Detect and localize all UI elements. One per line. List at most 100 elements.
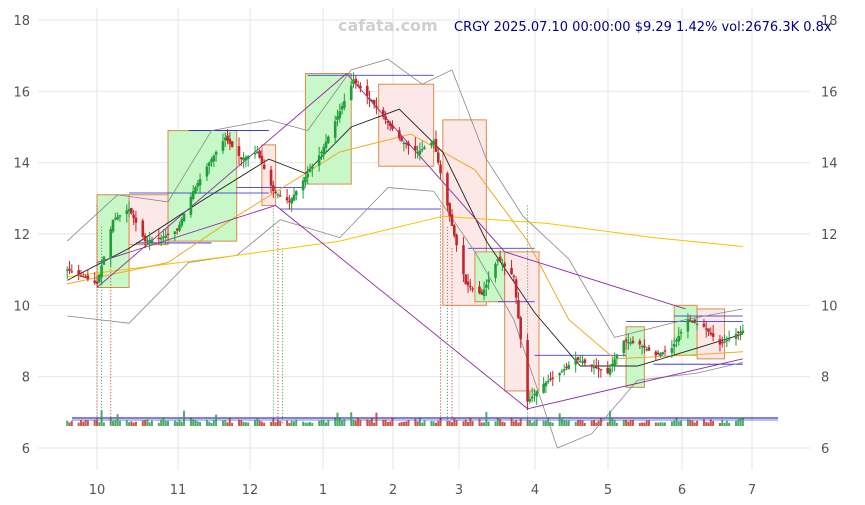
candle-body [79,275,83,277]
volume-bar [116,414,119,426]
candle-body [205,166,209,177]
volume-bar [416,421,419,426]
volume-bar [661,422,664,426]
y-tick-label-left: 6 [22,442,30,457]
candle-body [627,342,630,344]
candle-body [613,359,616,366]
volume-bars [66,410,778,426]
candle-body [528,399,532,402]
candle-body [304,176,307,183]
candle-body [340,106,344,110]
candle-body [510,268,513,275]
volume-bar [462,421,465,426]
volume-bar [478,418,481,426]
volume-bar [199,421,202,426]
candle-body [77,270,80,275]
volume-bar [77,422,80,426]
candle-body [565,366,568,369]
candle-body [175,228,179,231]
candle-body [466,281,470,286]
volume-bar [467,421,470,426]
candle-body [230,141,234,147]
candle-body [594,366,598,369]
trend-line [504,251,686,310]
candle-body [244,157,248,161]
volume-bar [446,420,449,426]
candle-body [237,146,241,157]
candle-body [212,155,216,162]
candle-body [686,319,690,332]
volume-bar [70,420,73,426]
volume-bar [741,418,744,426]
candle-body [178,224,181,231]
candle-body [631,340,635,344]
candle-body [84,276,87,278]
candle-body [221,141,225,151]
candle-body [285,197,289,201]
candle-body [482,289,486,296]
candle-body [102,256,106,265]
candle-body [308,169,312,172]
candle-body [180,219,184,226]
volume-bar [583,422,586,426]
candle-body [599,369,603,371]
volume-bar [302,421,305,426]
candle-body [530,396,534,399]
candle-body [517,300,520,319]
volume-bar [176,421,179,426]
x-tick-label: 1 [319,483,327,498]
volume-bar [565,420,568,426]
candle-body [654,351,658,356]
volume-bar [382,419,385,426]
candle-body [739,331,742,334]
volume-bar [471,421,474,426]
volume-bar [272,419,275,426]
volume-bar [622,419,625,426]
volume-bar [366,419,369,426]
volume-bar [398,422,401,426]
volume-bar [606,422,609,426]
volume-bar [196,421,199,426]
volume-bar [84,419,87,426]
candle-body [407,143,410,146]
volume-bar [338,418,341,426]
volume-bar [210,422,213,426]
candle-body [606,367,610,374]
y-tick-label-left: 14 [13,157,30,172]
candle-body [214,151,218,155]
candle-body [432,141,435,145]
volume-bar [157,422,160,426]
volume-bar [686,419,689,426]
volume-bar [609,410,612,426]
candle-body [452,225,456,236]
volume-bar [414,418,417,426]
volume-bar [579,420,582,426]
candle-body [125,210,129,215]
candle-body [324,141,328,148]
ma-long-line [67,215,743,278]
volume-bar [551,422,554,426]
candle-body [134,217,138,223]
volume-bar [657,422,660,426]
candle-body [423,147,426,149]
candle-body [544,382,548,387]
volume-bar [306,422,309,426]
watermark-text: cafata.com [338,16,438,35]
volume-bar [226,422,229,426]
candle-body [661,352,665,355]
y-tick-label-right: 14 [821,157,838,172]
candle-body [322,146,326,155]
candle-body [130,207,133,214]
volume-bar [288,422,291,426]
candle-body [70,271,74,273]
volume-bar [689,419,692,426]
level-lines [129,74,743,365]
candle-body [592,366,596,369]
candle-body [578,360,582,363]
volume-bar [712,421,715,426]
candle-body [246,156,250,160]
volume-bar [96,420,98,426]
candle-body [647,347,651,351]
volume-bar [737,419,740,426]
candle-body [526,339,529,402]
